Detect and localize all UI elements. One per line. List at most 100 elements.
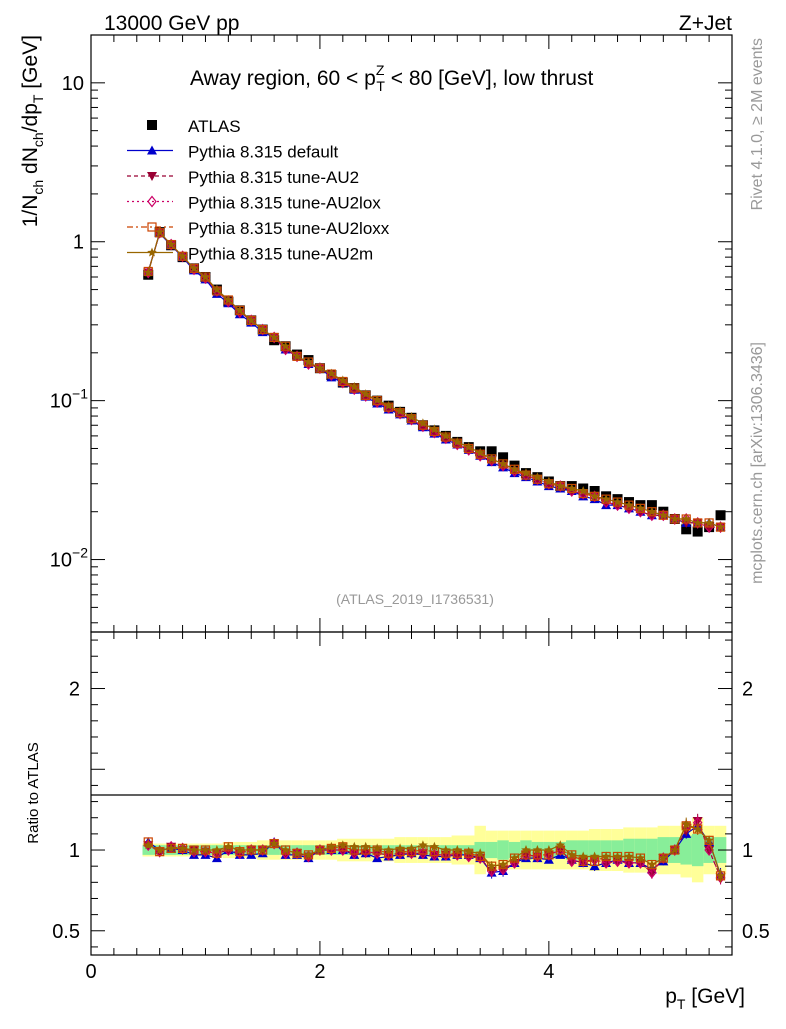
chart-title: Away region, 60 < pZ T < 80 [GeV], low th… xyxy=(190,62,593,94)
ratio-band-inner xyxy=(657,837,670,863)
ratio-y-axis: 2 2 1 1 0.5 0.5 xyxy=(52,639,770,948)
main-point-au2m xyxy=(681,514,691,523)
ratio-point-au2m xyxy=(498,859,508,869)
ratio-point-au2m xyxy=(555,840,566,850)
main-point-au2lox xyxy=(143,266,154,279)
ratio-point-au2m xyxy=(154,845,165,855)
ratio-point-au2lox xyxy=(349,847,360,860)
main-point-au2m xyxy=(486,453,497,463)
main-point-au2m xyxy=(235,305,245,315)
main-point-au2m xyxy=(647,506,657,516)
main-point-au2m xyxy=(269,332,279,342)
ratio-point-au2m xyxy=(235,845,245,855)
main-ytick-label-base: 10 xyxy=(50,550,72,572)
ratio-point-au2m xyxy=(223,841,234,851)
main-point-au2m xyxy=(658,510,669,520)
main-point-au2lox xyxy=(635,505,646,518)
ratio-point-au2m xyxy=(246,845,256,855)
ratio-point-au2m xyxy=(166,843,176,853)
main-point-au2m xyxy=(555,481,566,491)
ratio-point-au2m xyxy=(189,845,199,855)
main-point-au2m xyxy=(326,368,337,378)
ratio-point-au2m xyxy=(292,848,302,858)
legend-marker-au2lox xyxy=(147,195,157,208)
header-left: 13000 GeV pp xyxy=(104,12,239,35)
ylabel-part-4: ch xyxy=(30,132,46,147)
ratio-point-au2m xyxy=(383,845,394,855)
main-point-au2m xyxy=(692,517,703,527)
ratio-band-inner xyxy=(611,840,624,860)
ratio-point-au2m xyxy=(200,845,211,855)
side-text-top: Rivet 4.1.0, ≥ 2M events xyxy=(749,38,766,210)
ratio-point-au2m xyxy=(212,845,222,855)
ylabel-part-6: T xyxy=(30,94,46,103)
main-point-au2m xyxy=(441,430,451,440)
ratio-point-au2m xyxy=(624,851,634,861)
main-point-au2m xyxy=(246,315,256,325)
main-point-au2m xyxy=(670,514,680,523)
main-series-line-au2loxx xyxy=(147,231,721,528)
xlabel-part-1: p xyxy=(665,985,677,1008)
legend-marker-au2loxx xyxy=(147,222,157,232)
main-point-au2m xyxy=(452,436,462,446)
main-point-au2m xyxy=(372,395,382,404)
main-ytick-label: 1 xyxy=(73,232,84,254)
main-ytick-label: 10−1 xyxy=(50,386,88,413)
ylabel-part-7: [GeV] xyxy=(19,35,42,95)
ratio-point-au2m xyxy=(509,853,520,863)
ratio-point-au2m xyxy=(635,853,646,863)
ratio-point-au2m xyxy=(452,845,462,855)
ylabel-part-5: /dp xyxy=(19,103,42,132)
main-point-au2m xyxy=(257,324,268,334)
ratio-point-au2lox xyxy=(647,866,657,879)
ratio-point-au2m xyxy=(521,845,531,855)
main-ytick-label-base: 10 xyxy=(50,391,72,413)
main-point-au2m xyxy=(418,418,428,428)
main-ytick-label: 10−2 xyxy=(50,545,88,572)
main-point-au2m xyxy=(635,503,646,513)
main-ylabel: 1/Nch dNch/dpT [GeV] xyxy=(19,35,46,227)
ratio-xtick-label: 2 xyxy=(314,961,325,983)
ratio-point-au2m xyxy=(647,859,657,869)
ratio-xtick-label: 4 xyxy=(543,961,554,983)
ratio-panel-frame xyxy=(90,631,733,956)
ratio-point-au2m xyxy=(601,851,611,861)
header-right: Z+Jet xyxy=(679,12,732,35)
main-point-au2lox xyxy=(612,499,623,512)
ratio-band-inner xyxy=(600,840,612,860)
atlas-data-point xyxy=(646,500,657,511)
ratio-ytick-label-right: 0.5 xyxy=(742,921,770,943)
ratio-band-inner xyxy=(588,840,601,860)
main-point-au2m xyxy=(383,400,394,410)
ratio-point-au2m xyxy=(326,841,337,851)
ratio-point-au2lox xyxy=(418,847,428,860)
ratio-point-au2m xyxy=(441,845,451,855)
atlas-data-point xyxy=(498,452,509,463)
main-point-au2lox xyxy=(303,358,314,370)
main-point-au2m xyxy=(544,476,554,486)
ratio-band-inner xyxy=(485,841,498,859)
main-series-line-au2 xyxy=(147,231,721,528)
main-point-au2m xyxy=(143,267,153,277)
ratio-point-au2lox xyxy=(280,847,291,860)
main-x-axis xyxy=(90,35,733,632)
ratio-x-axis: 0 2 4 xyxy=(85,632,733,983)
ratio-point-au2m xyxy=(395,843,405,853)
ratio-point-au2m xyxy=(418,840,428,850)
main-point-au2lox xyxy=(360,390,371,402)
chart-title-sub: T xyxy=(376,78,385,94)
main-point-au2lox xyxy=(624,502,634,515)
ratio-series-layer xyxy=(143,813,726,885)
ratio-point-au2m xyxy=(361,841,371,851)
main-point-au2m xyxy=(200,272,211,281)
main-ytick-label-exponent: −1 xyxy=(72,386,88,402)
ratio-band-inner xyxy=(691,833,704,867)
ratio-point-au2m xyxy=(475,848,485,858)
main-point-au2m xyxy=(589,491,600,501)
main-point-au2lox xyxy=(235,306,245,319)
main-series-line-default xyxy=(147,232,721,528)
ratio-point-au2m xyxy=(612,851,623,861)
main-point-au2m xyxy=(189,263,199,273)
main-point-au2m xyxy=(292,351,302,361)
